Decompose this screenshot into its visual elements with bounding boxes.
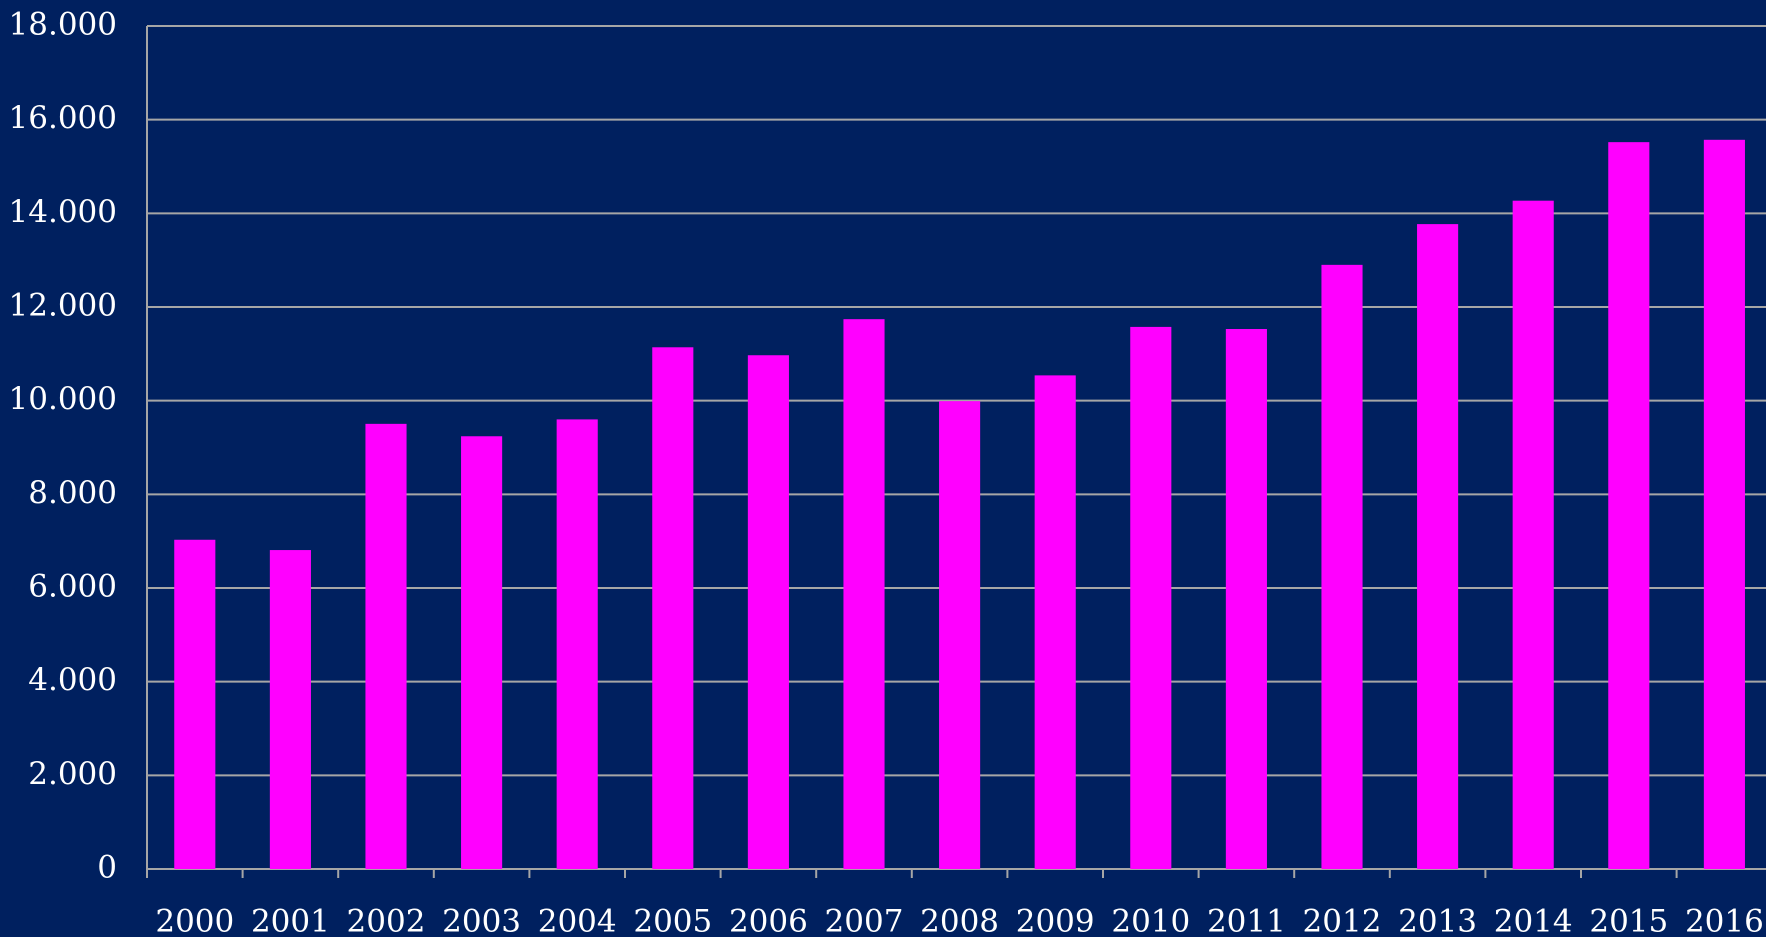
bar	[1130, 326, 1172, 869]
y-tick-label: 12.000	[9, 288, 117, 324]
bar	[1703, 139, 1745, 869]
x-tick-label: 2011	[1207, 904, 1286, 937]
bar	[843, 319, 885, 870]
y-tick-label: 4.000	[28, 662, 117, 698]
bar	[939, 401, 981, 869]
x-tick-label: 2009	[1016, 904, 1095, 937]
y-tick-label: 8.000	[28, 475, 117, 511]
x-tick-label: 2016	[1685, 904, 1764, 937]
bar	[1321, 264, 1363, 870]
x-tick-label: 2013	[1398, 904, 1477, 937]
y-tick-label: 16.000	[9, 100, 117, 136]
x-tick-label: 2012	[1303, 904, 1382, 937]
bar	[1608, 142, 1650, 869]
bar	[1417, 224, 1459, 870]
bar	[747, 355, 789, 869]
y-tick-label: 18.000	[9, 7, 117, 43]
x-tick-label: 2002	[347, 904, 426, 937]
y-tick-label: 2.000	[28, 756, 117, 792]
x-tick-label: 2004	[538, 904, 617, 937]
y-tick-label: 6.000	[28, 569, 117, 605]
x-tick-label: 2001	[251, 904, 330, 937]
bar	[556, 419, 598, 869]
bar	[652, 347, 694, 869]
x-tick-label: 2010	[1111, 904, 1190, 937]
y-tick-label: 0	[97, 850, 117, 886]
x-tick-label: 2015	[1589, 904, 1668, 937]
x-tick-label: 2008	[920, 904, 999, 937]
bar	[1225, 329, 1267, 869]
x-tick-label: 2014	[1494, 904, 1573, 937]
x-tick-label: 2007	[825, 904, 904, 937]
x-tick-label: 2005	[633, 904, 712, 937]
bar	[269, 550, 311, 869]
y-tick-label: 10.000	[9, 381, 117, 417]
bar	[365, 423, 407, 869]
bar	[1034, 375, 1076, 869]
bar	[174, 539, 216, 869]
x-tick-label: 2006	[729, 904, 808, 937]
y-tick-label: 14.000	[9, 194, 117, 230]
bar	[461, 436, 503, 869]
x-tick-label: 2000	[155, 904, 234, 937]
x-tick-label: 2003	[442, 904, 521, 937]
bar	[1512, 200, 1554, 869]
